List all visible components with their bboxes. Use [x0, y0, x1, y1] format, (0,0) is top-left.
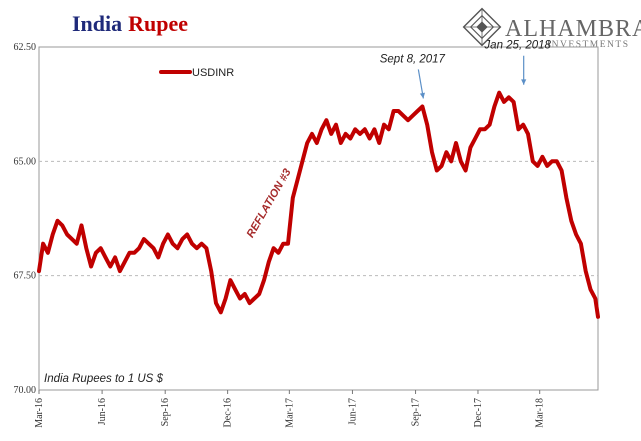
- x-tick-label: Mar-16: [34, 398, 45, 428]
- y-axis: 62.50 65.00 67.50 70.00: [14, 42, 37, 396]
- y-tick-label: 65.00: [14, 156, 37, 167]
- annotation-label: Sept 8, 2017: [380, 53, 446, 65]
- units-note: India Rupees to 1 US $: [44, 373, 164, 385]
- annotation-arrowhead: [521, 79, 527, 85]
- annotation-arrowhead: [419, 92, 426, 99]
- annotation-label: Jan 25, 2018: [483, 40, 551, 52]
- x-axis: Mar-16 Jun-16 Sep-16 Dec-16 Mar-17 Jun-17 Sep-…: [34, 390, 546, 428]
- x-tick-label: Jun-17: [347, 398, 358, 425]
- chart-title-part2: Rupee: [128, 11, 188, 36]
- series-layer: [37, 90, 600, 319]
- plot-area: [38, 46, 599, 391]
- x-tick-label: Mar-18: [535, 398, 546, 428]
- x-tick-label: Dec-17: [473, 398, 484, 427]
- x-tick-label: Sep-17: [411, 398, 422, 426]
- x-tick-label: Dec-16: [223, 398, 234, 427]
- legend: USDINR: [159, 67, 234, 79]
- y-tick-label: 70.00: [14, 385, 37, 396]
- alhambra-logo: ALHAMBRA INVESTMENTS: [462, 7, 641, 50]
- y-tick-label: 67.50: [14, 271, 37, 282]
- legend-label-usdinr: USDINR: [192, 67, 234, 79]
- grid: [39, 160, 598, 277]
- brand-name: ALHAMBRA: [505, 16, 641, 42]
- phase-label: REFLATION #3: [245, 167, 294, 240]
- series-line-usdinr: [37, 90, 600, 319]
- chart-title-part1: India: [72, 11, 122, 36]
- chart-title: India Rupee: [72, 11, 188, 36]
- x-tick-label: Mar-17: [284, 398, 295, 428]
- x-tick-label: Jun-16: [97, 398, 108, 425]
- y-tick-label: 62.50: [14, 42, 37, 53]
- brand-tagline: INVESTMENTS: [547, 40, 629, 50]
- x-tick-label: Sep-16: [160, 398, 171, 426]
